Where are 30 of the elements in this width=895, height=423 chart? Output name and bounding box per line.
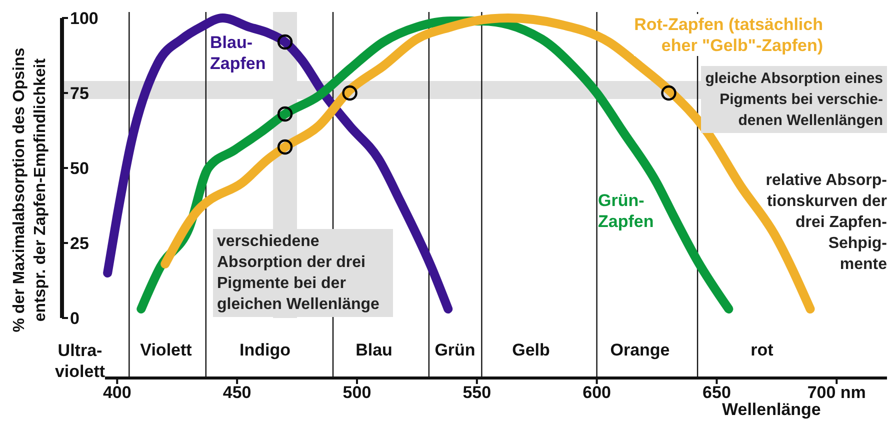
y-tick-label: 25 — [70, 234, 89, 254]
annotation: gleiche Absorption eines Pigments bei verschie- denen Wellenlängen — [705, 69, 883, 131]
point — [277, 139, 293, 155]
point — [342, 85, 358, 101]
y-tick-label: 100 — [70, 9, 98, 28]
series-label: Blau- Zapfen — [210, 32, 266, 74]
annotation: verschiedene Absorption der drei Pigmente bei der gleichen Wellenlänge — [217, 232, 380, 315]
x-tick-label: 400 — [102, 383, 132, 402]
annotation: Ultra- violett — [54, 340, 106, 382]
point — [277, 34, 293, 50]
y-tick-label: 50 — [70, 159, 89, 178]
y-tick-label: 75 — [70, 84, 89, 104]
x-tick-label: 500 — [342, 383, 372, 402]
y-axis-title: % der Maximalabsorption des Opsins entspr. der Zapfen-Empfindlichkeit — [10, 48, 50, 332]
annotation: Orange — [610, 340, 670, 360]
annotation: rot — [750, 340, 774, 360]
annotation: Blau — [356, 340, 392, 360]
annotation: Indigo — [240, 340, 290, 360]
point — [277, 106, 293, 122]
x-tick-label: 450 — [222, 383, 252, 402]
point — [661, 85, 676, 101]
annotation: Gelb — [512, 340, 550, 360]
series-label: Rot-Zapfen (tatsächlich eher "Gelb"-Zapfen) — [634, 14, 823, 56]
series-label: Grün- Zapfen — [598, 190, 654, 232]
x-tick-label: 600 — [582, 383, 611, 402]
x-tick-label: 550 — [462, 383, 492, 402]
annotation: relative Absorp- tionskurven der drei Zapfen- Sehpig- mente — [766, 171, 887, 275]
y-tick-label: 0 — [70, 309, 80, 328]
annotation: Grün — [434, 340, 476, 360]
annotation: Violett — [140, 340, 192, 360]
